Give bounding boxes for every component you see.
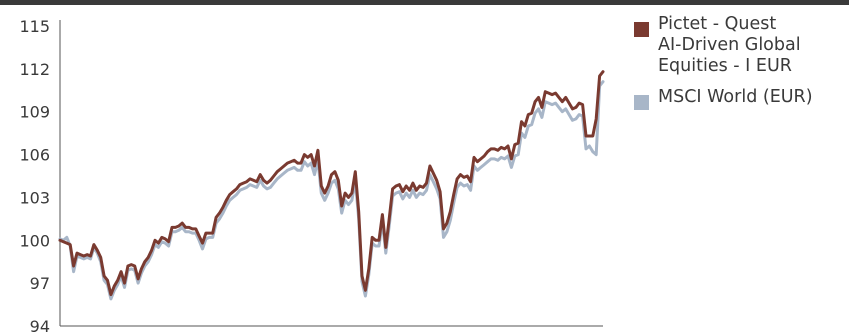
y-tick-label: 97 bbox=[30, 274, 50, 293]
y-tick-label: 100 bbox=[19, 231, 50, 250]
y-tick-label: 115 bbox=[19, 17, 50, 36]
legend-item-pictet: Pictet - Quest AI-Driven Global Equities… bbox=[634, 14, 849, 77]
y-tick-labels: 115 112 109 106 103 100 97 94 bbox=[19, 17, 50, 334]
legend-swatch-msci bbox=[634, 95, 649, 110]
y-tick-label: 106 bbox=[19, 146, 50, 165]
legend-swatch-pictet bbox=[634, 22, 649, 37]
y-tick-label: 103 bbox=[19, 188, 50, 207]
legend: Pictet - Quest AI-Driven Global Equities… bbox=[634, 14, 849, 120]
top-border bbox=[0, 0, 849, 5]
legend-label-pictet: Pictet - Quest AI-Driven Global Equities… bbox=[658, 14, 801, 76]
series-line-msci bbox=[58, 80, 605, 301]
axes bbox=[59, 20, 603, 327]
legend-label-msci: MSCI World (EUR) bbox=[658, 87, 813, 107]
series-lines bbox=[58, 70, 605, 301]
legend-item-msci: MSCI World (EUR) bbox=[634, 87, 849, 110]
y-tick-label: 94 bbox=[30, 317, 50, 334]
series-line-pictet bbox=[58, 70, 605, 297]
y-tick-label: 112 bbox=[19, 60, 50, 79]
y-tick-label: 109 bbox=[19, 103, 50, 122]
